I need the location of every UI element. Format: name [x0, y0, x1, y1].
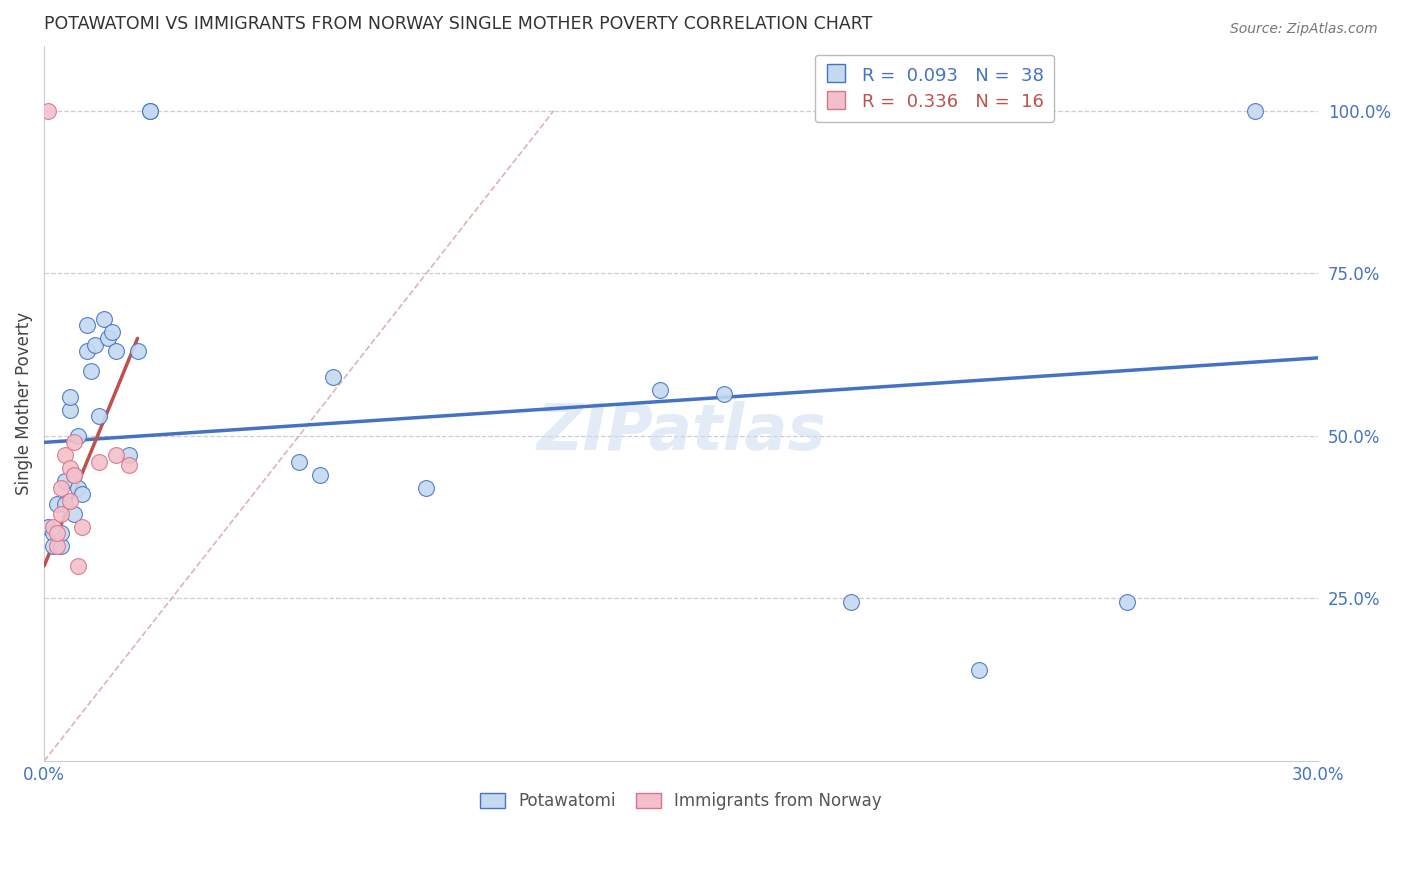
Point — [67, 558, 90, 573]
Point — [118, 458, 141, 472]
Point — [97, 331, 120, 345]
Point — [967, 663, 990, 677]
Point — [101, 325, 124, 339]
Point — [118, 449, 141, 463]
Point — [58, 390, 80, 404]
Point — [41, 526, 63, 541]
Point — [84, 338, 107, 352]
Point — [37, 103, 59, 118]
Point — [49, 540, 72, 554]
Point — [1243, 103, 1265, 118]
Point — [67, 481, 90, 495]
Text: POTAWATOMI VS IMMIGRANTS FROM NORWAY SINGLE MOTHER POVERTY CORRELATION CHART: POTAWATOMI VS IMMIGRANTS FROM NORWAY SIN… — [44, 15, 873, 33]
Y-axis label: Single Mother Poverty: Single Mother Poverty — [15, 312, 32, 495]
Point — [713, 386, 735, 401]
Point — [58, 461, 80, 475]
Point — [839, 595, 862, 609]
Point — [45, 540, 67, 554]
Point — [139, 103, 162, 118]
Point — [49, 526, 72, 541]
Point — [105, 449, 128, 463]
Point — [76, 318, 98, 333]
Point — [76, 344, 98, 359]
Point — [89, 455, 111, 469]
Point — [58, 494, 80, 508]
Text: Source: ZipAtlas.com: Source: ZipAtlas.com — [1230, 22, 1378, 37]
Point — [127, 344, 149, 359]
Point — [72, 487, 94, 501]
Point — [93, 311, 115, 326]
Point — [72, 520, 94, 534]
Text: ZIPatlas: ZIPatlas — [537, 401, 825, 463]
Point — [648, 384, 671, 398]
Point — [89, 409, 111, 424]
Point — [41, 540, 63, 554]
Point — [63, 467, 86, 482]
Point — [67, 429, 90, 443]
Point — [58, 403, 80, 417]
Point — [53, 449, 76, 463]
Point — [309, 467, 332, 482]
Point — [63, 467, 86, 482]
Point — [1116, 595, 1139, 609]
Point — [139, 103, 162, 118]
Point — [415, 481, 437, 495]
Point — [322, 370, 344, 384]
Point — [288, 455, 311, 469]
Point — [53, 475, 76, 489]
Point — [80, 364, 103, 378]
Legend: Potawatomi, Immigrants from Norway: Potawatomi, Immigrants from Norway — [474, 786, 889, 817]
Point — [63, 435, 86, 450]
Point — [37, 520, 59, 534]
Point — [45, 497, 67, 511]
Point — [63, 507, 86, 521]
Point — [105, 344, 128, 359]
Point — [49, 507, 72, 521]
Point — [45, 526, 67, 541]
Point — [53, 497, 76, 511]
Point — [49, 481, 72, 495]
Point — [41, 520, 63, 534]
